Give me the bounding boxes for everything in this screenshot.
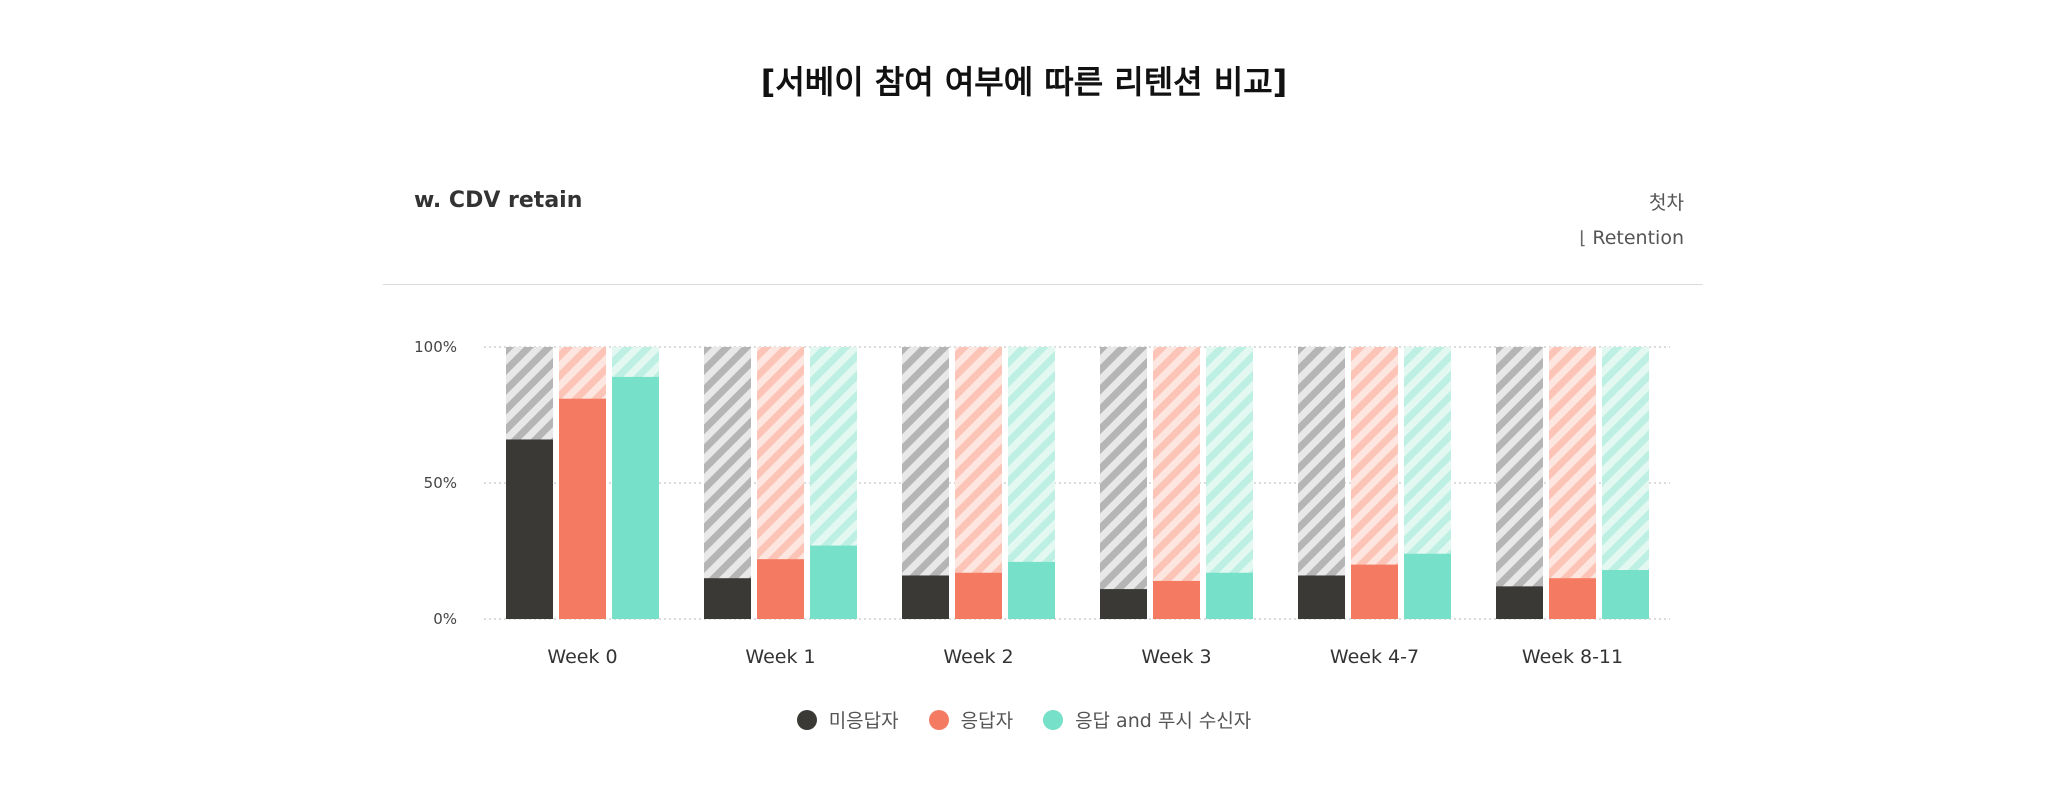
bar-5-0 [1496, 586, 1543, 619]
x-tick-label-3: Week 3 [1141, 646, 1211, 668]
bar-3-2 [1206, 572, 1253, 619]
panel-title: w. CDV retain [414, 188, 583, 213]
divider [383, 284, 1703, 285]
bar-2-2 [1008, 561, 1055, 619]
page-title: [서베이 참여 여부에 따른 리텐션 비교] [760, 63, 1288, 101]
bar-4-0 [1298, 575, 1345, 619]
bar-0-2 [612, 376, 659, 619]
y-tick-label-100: 100% [414, 338, 457, 356]
retention-icon: ⌊ [1579, 227, 1587, 249]
bar-3-0 [1100, 589, 1147, 619]
bar-1-2 [810, 545, 857, 619]
bar-0-0 [506, 439, 553, 619]
bar-bg-4-0 [1298, 347, 1345, 619]
x-tick-label-5: Week 8-11 [1522, 646, 1623, 668]
bar-5-2 [1602, 570, 1649, 619]
legend: 미응답자 응답자 응답 and 푸시 수신자 [0, 706, 2048, 733]
bar-bg-1-0 [704, 347, 751, 619]
bar-1-1 [757, 559, 804, 619]
y-tick-label-0: 0% [433, 610, 457, 628]
legend-item-responder: 응답자 [928, 706, 1014, 733]
panel-meta-bottom: Retention [1592, 227, 1684, 249]
bar-2-1 [955, 572, 1002, 619]
x-tick-label-2: Week 2 [943, 646, 1013, 668]
bar-4-1 [1351, 564, 1398, 619]
bar-3-1 [1153, 580, 1200, 619]
legend-label-responder: 응답자 [960, 710, 1014, 732]
bar-bg-3-1 [1153, 347, 1200, 619]
bar-bg-3-0 [1100, 347, 1147, 619]
bar-0-1 [559, 398, 606, 619]
panel-meta-bottom-row: ⌊ Retention [1579, 227, 1684, 249]
legend-item-non-responder: 미응답자 [796, 706, 899, 733]
legend-label-non-responder: 미응답자 [828, 710, 899, 732]
legend-dot-responder-push [1043, 709, 1064, 730]
bar-2-0 [902, 575, 949, 619]
bar-bg-5-1 [1549, 347, 1596, 619]
legend-label-responder-push: 응답 and 푸시 수신자 [1075, 710, 1252, 732]
legend-dot-responder [928, 709, 949, 730]
x-tick-label-0: Week 0 [547, 646, 617, 668]
bar-5-1 [1549, 578, 1596, 619]
bar-bg-2-0 [902, 347, 949, 619]
panel-meta: 첫차 ⌊ Retention [1579, 188, 1684, 249]
panel-meta-top: 첫차 [1649, 192, 1684, 214]
legend-dot-non-responder [796, 709, 817, 730]
x-tick-label-1: Week 1 [745, 646, 815, 668]
x-tick-label-4: Week 4-7 [1330, 646, 1419, 668]
legend-item-responder-push: 응답 and 푸시 수신자 [1043, 706, 1251, 733]
bar-bg-5-0 [1496, 347, 1543, 619]
bar-4-2 [1404, 553, 1451, 619]
bar-1-0 [704, 578, 751, 619]
retention-bar-chart: 0% 50% 100% Week 0 Week 1 Week 2 Week 3 Week 4-… [414, 338, 1670, 668]
y-tick-label-50: 50% [424, 474, 457, 492]
